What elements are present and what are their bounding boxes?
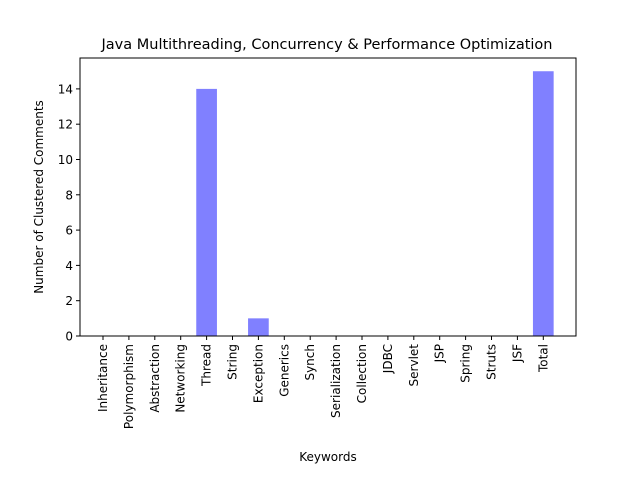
- x-tick-label-synch: Synch: [303, 344, 317, 381]
- x-tick-label-collection: Collection: [355, 344, 369, 403]
- bars-group: [196, 71, 554, 337]
- y-tick-label-2: 2: [65, 294, 73, 308]
- x-tick-label-jsf: JSF: [510, 344, 524, 363]
- y-tick-label-8: 8: [65, 188, 73, 202]
- bar-exception: [248, 318, 269, 336]
- y-axis-label: Number of Clustered Comments: [32, 100, 46, 294]
- chart-title: Java Multithreading, Concurrency & Perfo…: [101, 37, 553, 53]
- plot-frame: [79, 57, 577, 337]
- x-tick-label-jdbc: JDBC: [381, 344, 395, 374]
- y-tick-label-12: 12: [58, 118, 73, 132]
- x-tick-label-abstraction: Abstraction: [148, 344, 162, 413]
- y-tick-label-0: 0: [65, 330, 73, 344]
- x-tick-label-inheritance: Inheritance: [96, 344, 110, 412]
- x-tick-label-string: String: [226, 344, 240, 380]
- y-tick-label-14: 14: [58, 82, 73, 96]
- bar-total: [532, 71, 554, 337]
- y-tick-label-6: 6: [65, 224, 73, 238]
- x-tick-label-serialization: Serialization: [329, 344, 343, 418]
- x-tick-label-jsp: JSP: [433, 344, 447, 363]
- x-tick-label-spring: Spring: [459, 344, 473, 383]
- x-axis-label: Keywords: [299, 450, 357, 464]
- x-tick-label-struts: Struts: [485, 344, 499, 380]
- x-tick-label-networking: Networking: [174, 344, 188, 413]
- y-tick-label-10: 10: [58, 153, 73, 167]
- x-axis: Inheritance Polymorphism Abstraction Networ…: [96, 336, 550, 429]
- y-axis: 0 2 4 6 8 10 12 14: [58, 82, 80, 344]
- bar-thread: [196, 88, 217, 336]
- x-tick-label-thread: Thread: [200, 344, 214, 387]
- x-tick-label-polymorphism: Polymorphism: [122, 344, 136, 429]
- x-tick-label-exception: Exception: [251, 344, 265, 403]
- y-tick-label-4: 4: [65, 259, 73, 273]
- x-tick-label-generics: Generics: [277, 344, 291, 397]
- x-tick-label-total: Total: [536, 344, 550, 373]
- x-tick-label-servlet: Servlet: [407, 344, 421, 387]
